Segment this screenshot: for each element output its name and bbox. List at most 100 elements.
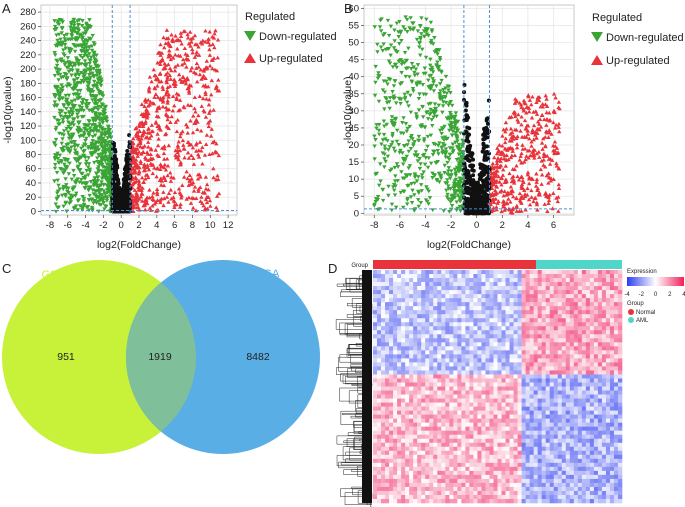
x-tick-label: -8 xyxy=(370,220,378,231)
heatmap-cell xyxy=(453,270,458,275)
data-point xyxy=(196,53,202,57)
heatmap-cell xyxy=(377,294,382,299)
heatmap-cell xyxy=(485,282,490,287)
data-point xyxy=(93,114,99,119)
data-point xyxy=(144,110,149,114)
data-point xyxy=(158,182,164,187)
heatmap-cell xyxy=(409,274,414,279)
heatmap-cell xyxy=(453,290,458,295)
heatmap-cell xyxy=(377,302,382,307)
heatmap-cell xyxy=(597,290,603,295)
heatmap-cell xyxy=(425,298,430,303)
heatmap-cell xyxy=(613,282,619,287)
heatmap-cell xyxy=(417,306,422,311)
heatmap: Group Expression -4 -2 0 2 4 Group Normal AM… xyxy=(335,260,685,507)
data-point xyxy=(61,185,66,190)
heatmap-cell xyxy=(381,302,386,307)
heatmap-cell xyxy=(409,302,414,307)
heatmap-cell xyxy=(397,302,402,307)
data-point xyxy=(206,102,212,107)
data-point xyxy=(181,143,186,147)
x-tick-label: -2 xyxy=(447,220,455,231)
heatmap-cell xyxy=(501,294,506,299)
data-point xyxy=(77,104,82,109)
heatmap-cell xyxy=(453,298,458,303)
heatmap-cell xyxy=(437,282,442,287)
heatmap-cell xyxy=(505,302,510,307)
data-point xyxy=(71,174,77,178)
heatmap-cell xyxy=(429,278,434,283)
heatmap-cell xyxy=(577,274,583,279)
data-point xyxy=(75,115,81,120)
data-point xyxy=(163,65,168,70)
heatmap-cell xyxy=(497,290,502,295)
heatmap-cell xyxy=(513,270,518,275)
heatmap-cell xyxy=(449,298,454,303)
data-point xyxy=(157,79,162,84)
heatmap-cell xyxy=(429,286,434,291)
data-point xyxy=(122,173,127,178)
data-point xyxy=(52,19,57,23)
data-point xyxy=(94,171,99,176)
heatmap-cell xyxy=(465,302,470,307)
heatmap-cell xyxy=(617,282,623,287)
data-point xyxy=(74,59,80,64)
data-point xyxy=(110,147,115,152)
heatmap-cell xyxy=(585,282,591,287)
heatmap-cell xyxy=(561,286,567,291)
heatmap-cell xyxy=(565,282,571,287)
x-tick-label: 8 xyxy=(190,220,195,231)
heatmap-cell xyxy=(601,290,607,295)
data-point xyxy=(70,29,75,34)
data-point xyxy=(158,62,163,67)
data-point xyxy=(86,173,91,178)
heatmap-cell xyxy=(561,298,567,303)
heatmap-cell xyxy=(585,290,591,295)
heatmap-cell xyxy=(485,302,490,307)
data-point xyxy=(65,159,70,163)
heatmap-cell xyxy=(425,282,430,287)
data-point xyxy=(143,197,148,202)
heatmap-cell xyxy=(565,286,571,291)
data-point xyxy=(85,84,91,89)
data-point xyxy=(60,149,65,153)
data-point xyxy=(165,77,170,81)
legend-down-icon-a xyxy=(244,31,256,41)
data-point xyxy=(464,185,469,190)
heatmap-cell xyxy=(449,278,454,283)
data-point xyxy=(107,154,113,159)
data-point xyxy=(88,55,94,60)
data-point xyxy=(59,132,64,137)
heatmap-cell xyxy=(549,274,555,279)
data-point xyxy=(92,126,97,131)
data-point xyxy=(197,94,202,98)
heatmap-cell xyxy=(401,286,406,291)
heatmap-cell xyxy=(449,282,454,287)
data-point xyxy=(107,163,112,167)
data-point xyxy=(101,170,107,174)
heatmap-cell xyxy=(569,270,575,275)
data-point xyxy=(87,169,93,174)
data-point xyxy=(203,197,209,202)
data-point xyxy=(79,106,84,110)
data-point xyxy=(210,151,215,156)
heatmap-cell xyxy=(501,302,506,307)
heatmap-cell xyxy=(469,290,474,295)
y-axis-label-b: -log10(pvalue) xyxy=(342,76,354,143)
heatmap-cell xyxy=(557,294,563,299)
data-point xyxy=(87,187,92,192)
heatmap-cell xyxy=(405,278,410,283)
data-point xyxy=(145,130,151,135)
data-point xyxy=(164,113,169,117)
data-point xyxy=(467,144,472,149)
heatmap-cell xyxy=(561,278,567,283)
data-point xyxy=(145,163,150,167)
heatmap-cell xyxy=(413,274,418,279)
data-point xyxy=(101,183,106,187)
heatmap-cell xyxy=(601,298,607,303)
heatmap-cell xyxy=(445,278,450,283)
data-point xyxy=(63,93,69,98)
data-point xyxy=(105,130,110,135)
heatmap-cell xyxy=(597,282,603,287)
heatmap-cell xyxy=(505,274,510,279)
